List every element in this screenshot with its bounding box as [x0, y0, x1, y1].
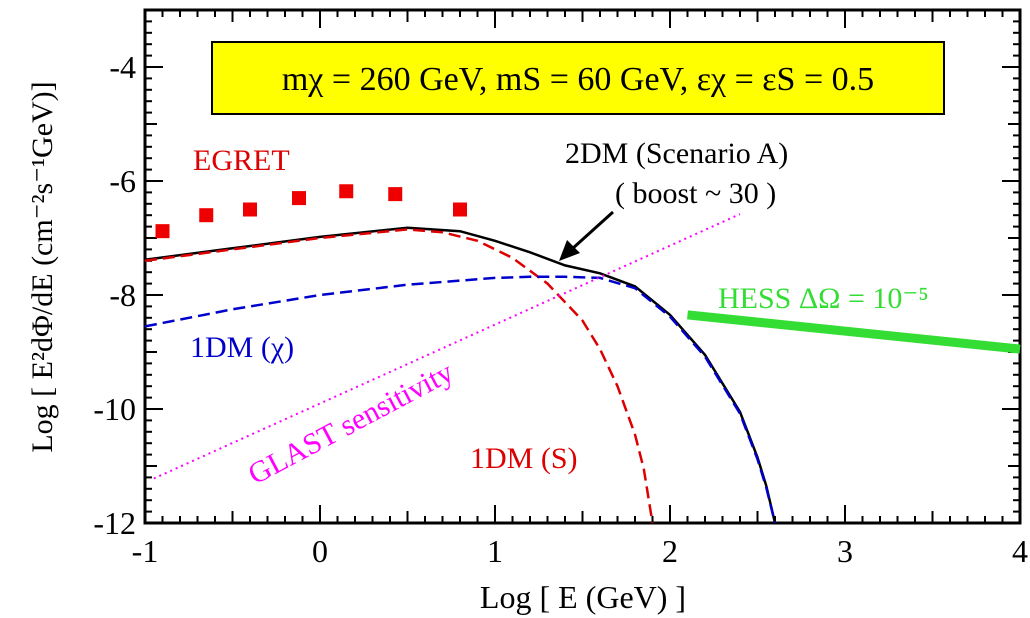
hess-label: HESS ΔΩ = 10⁻⁵ [718, 282, 929, 315]
y-tick-label: -8 [109, 277, 136, 313]
x-tick-label: 4 [1012, 533, 1028, 569]
series-layer [144, 213, 1021, 524]
egret-point [292, 191, 306, 206]
egret-point [453, 202, 467, 217]
series-line-2 [144, 275, 777, 524]
x-tick-label: -1 [132, 533, 159, 569]
parameter-box-text: mχ = 260 GeV, mS = 60 GeV, εχ = εS = 0.5 [282, 61, 874, 98]
egret-label: EGRET [193, 144, 290, 177]
egret-point [155, 224, 170, 239]
x-tick-label: 2 [662, 533, 678, 569]
y-tick-label: -6 [109, 163, 136, 199]
one-dm-s-label: 1DM (S) [470, 442, 578, 475]
boost-label: ( boost ~ 30 ) [615, 177, 776, 210]
x-tick-label: 1 [487, 533, 503, 569]
series-line-4 [687, 310, 1021, 354]
annotation-arrowhead [559, 240, 580, 261]
ticks-layer: -1 0 1 2 3 4-12-10-8-6-4 [93, 9, 1028, 569]
x-tick-label: 0 [312, 533, 328, 569]
one-dm-chi-label: 1DM (χ) [190, 331, 294, 364]
series-line-3 [153, 213, 741, 480]
annotation-arrow [570, 210, 615, 251]
y-tick-label: -10 [93, 391, 136, 427]
egret-points [155, 184, 467, 239]
y-axis-title: Log [ E²dΦ/dE (cm⁻²s⁻¹GeV)] [26, 81, 59, 452]
egret-point [199, 208, 214, 223]
parameter-box [211, 41, 945, 115]
series-line-0 [144, 226, 777, 524]
x-axis-title: Log [ E (GeV) ] [480, 579, 686, 615]
egret-point [388, 187, 403, 202]
y-tick-label: -12 [93, 505, 136, 541]
x-tick-label: 3 [837, 533, 853, 569]
y-tick-label: -4 [109, 49, 136, 85]
egret-point [339, 184, 354, 199]
scenario-label: 2DM (Scenario A) [565, 137, 788, 170]
egret-point [243, 202, 257, 217]
series-line-1 [144, 228, 654, 524]
